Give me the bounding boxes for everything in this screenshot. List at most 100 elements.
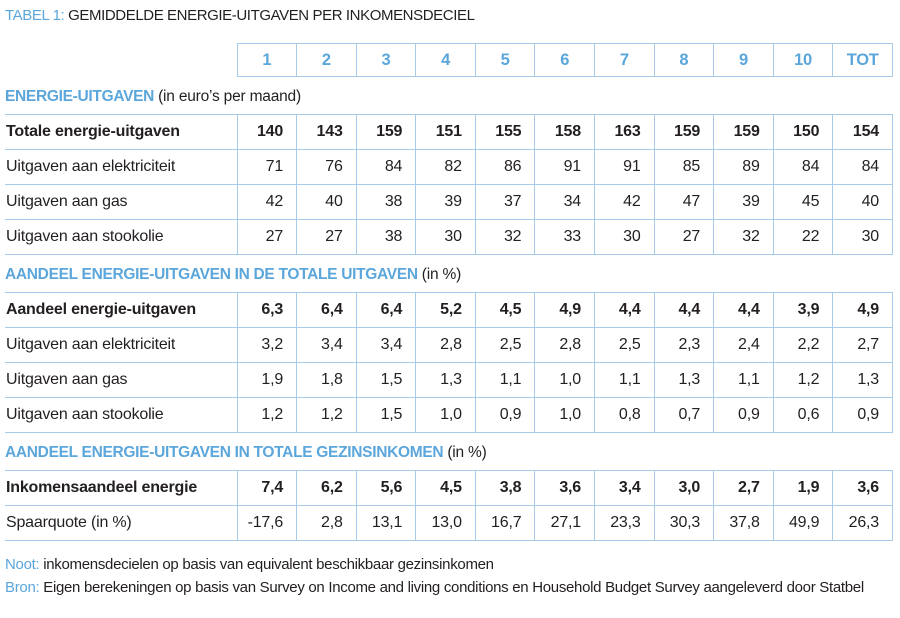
value-cell: 143 (296, 114, 357, 150)
value-cell: 76 (296, 149, 357, 185)
value-cell: 1,3 (415, 362, 476, 398)
value-cell: 1,2 (236, 397, 297, 433)
table-number: TABEL 1: (5, 7, 65, 24)
value-cell: 85 (653, 149, 714, 185)
value-cell: 84 (772, 149, 833, 185)
column-header: 7 (593, 43, 655, 77)
value-cell: 38 (355, 219, 416, 255)
energy-expenses-table: 1 2 3 4 5 6 7 8 9 10 TOT ENERGIE-UITGAVEN (in euro… (5, 43, 893, 541)
section-heading: ENERGIE-UITGAVEN (in euro’s per maand) (5, 77, 893, 115)
value-cell: 1,1 (593, 362, 655, 398)
value-cell: 4,5 (474, 292, 535, 328)
source-text: Eigen berekeningen op basis van Survey o… (43, 579, 864, 596)
value-cell: 27 (296, 219, 357, 255)
value-cell: 39 (713, 184, 774, 220)
value-cell: 3,4 (296, 327, 357, 363)
value-cell: 6,2 (296, 470, 357, 506)
table-title: TABEL 1: GEMIDDELDE ENERGIE-UITGAVEN PER… (5, 7, 893, 24)
value-cell: 155 (474, 114, 535, 150)
value-cell: 33 (534, 219, 595, 255)
value-cell: 1,1 (474, 362, 535, 398)
table-row: Uitgaven aan gas 42 40 38 39 37 34 42 47 39 45 40 (5, 184, 893, 220)
value-cell: 42 (593, 184, 655, 220)
value-cell: 3,4 (355, 327, 416, 363)
value-cell: 30,3 (653, 505, 714, 541)
value-cell: 2,8 (534, 327, 595, 363)
value-cell: 13,1 (355, 505, 416, 541)
value-cell: 84 (355, 149, 416, 185)
value-cell: 3,6 (534, 470, 595, 506)
value-cell: 2,8 (296, 505, 357, 541)
value-cell: 2,5 (593, 327, 655, 363)
section-heading-unit: (in %) (421, 266, 462, 283)
column-header: 6 (534, 43, 595, 77)
row-label: Totale energie-uitgaven (5, 114, 237, 150)
table-row: Uitgaven aan stookolie 27 27 38 30 32 33 30 27 32… (5, 219, 893, 255)
value-cell: 1,9 (236, 362, 297, 398)
section-heading: AANDEEL ENERGIE-UITGAVEN IN TOTALE GEZIN… (5, 433, 893, 471)
value-cell: 27,1 (534, 505, 595, 541)
value-cell: 40 (296, 184, 357, 220)
column-header: 5 (474, 43, 536, 77)
value-cell: 3,6 (832, 470, 893, 506)
table-title-text: GEMIDDELDE ENERGIE-UITGAVEN PER INKOMENS… (68, 7, 475, 24)
value-cell: 13,0 (415, 505, 476, 541)
value-cell: 91 (534, 149, 595, 185)
value-cell: 42 (236, 184, 297, 220)
value-cell: 1,1 (713, 362, 774, 398)
source-line: Bron: Eigen berekeningen op basis van Su… (5, 576, 893, 599)
row-label: Uitgaven aan elektriciteit (5, 149, 237, 185)
value-cell: 27 (236, 219, 297, 255)
note-text: inkomensdecielen op basis van equivalent… (43, 556, 494, 573)
section-heading-row: ENERGIE-UITGAVEN (in euro’s per maand) (5, 77, 893, 115)
value-cell: 30 (593, 219, 655, 255)
value-cell: 49,9 (772, 505, 833, 541)
table-row: Totale energie-uitgaven 140 143 159 151 155 15… (5, 114, 893, 150)
value-cell: 3,2 (236, 327, 297, 363)
row-label: Uitgaven aan elektriciteit (5, 327, 237, 363)
section-heading-unit: (in euro’s per maand) (158, 88, 301, 105)
value-cell: 4,9 (832, 292, 893, 328)
value-cell: 86 (474, 149, 535, 185)
value-cell: -17,6 (236, 505, 297, 541)
value-cell: 3,8 (474, 470, 535, 506)
value-cell: 4,9 (534, 292, 595, 328)
value-cell: 91 (593, 149, 655, 185)
value-cell: 6,4 (355, 292, 416, 328)
value-cell: 4,5 (415, 470, 476, 506)
value-cell: 1,3 (832, 362, 893, 398)
value-cell: 2,7 (713, 470, 774, 506)
value-cell: 151 (415, 114, 476, 150)
value-cell: 4,4 (713, 292, 774, 328)
section-heading-text: AANDEEL ENERGIE-UITGAVEN IN DE TOTALE UI… (5, 266, 418, 283)
value-cell: 1,5 (355, 397, 416, 433)
value-cell: 150 (772, 114, 833, 150)
value-cell: 0,9 (832, 397, 893, 433)
value-cell: 47 (653, 184, 714, 220)
column-header: TOT (832, 43, 893, 77)
corner-cell (5, 43, 237, 77)
value-cell: 1,2 (296, 397, 357, 433)
value-cell: 140 (236, 114, 297, 150)
row-label: Uitgaven aan gas (5, 184, 237, 220)
row-label: Uitgaven aan stookolie (5, 219, 237, 255)
source-label: Bron: (5, 579, 40, 596)
column-header: 1 (236, 43, 298, 77)
section-heading-row: AANDEEL ENERGIE-UITGAVEN IN DE TOTALE UI… (5, 255, 893, 293)
table-row: Uitgaven aan elektriciteit 71 76 84 82 86 91 91… (5, 149, 893, 185)
section-heading-row: AANDEEL ENERGIE-UITGAVEN IN TOTALE GEZIN… (5, 433, 893, 471)
value-cell: 1,5 (355, 362, 416, 398)
value-cell: 158 (534, 114, 595, 150)
value-cell: 7,4 (236, 470, 297, 506)
column-header: 8 (653, 43, 715, 77)
column-header: 3 (355, 43, 417, 77)
header-row: 1 2 3 4 5 6 7 8 9 10 TOT (5, 43, 893, 77)
value-cell: 0,6 (772, 397, 833, 433)
value-cell: 32 (474, 219, 535, 255)
table-row: Uitgaven aan elektriciteit 3,2 3,4 3,4 2,8 2,… (5, 327, 893, 363)
note-line: Noot: inkomensdecielen op basis van equi… (5, 553, 893, 576)
value-cell: 84 (832, 149, 893, 185)
value-cell: 3,0 (653, 470, 714, 506)
row-label: Uitgaven aan stookolie (5, 397, 237, 433)
